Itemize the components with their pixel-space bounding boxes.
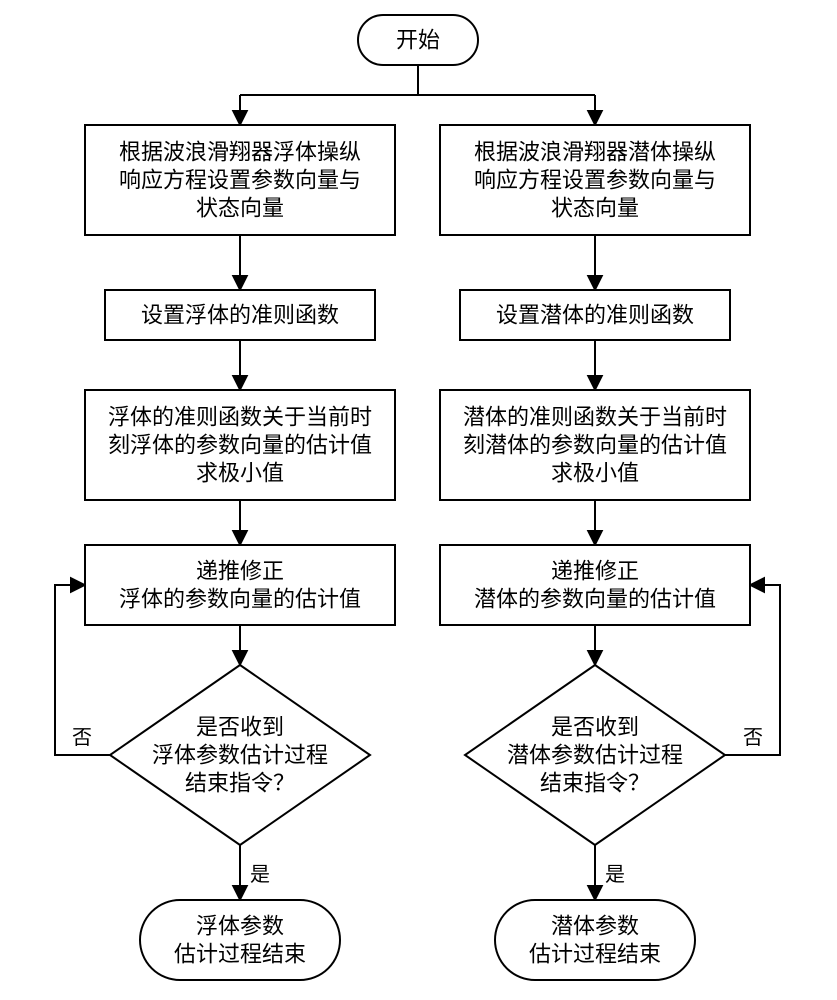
node-text: 浮体参数估计过程 xyxy=(152,743,328,768)
node-text: 估计过程结束 xyxy=(529,942,661,967)
nodes: 开始根据波浪滑翔器浮体操纵响应方程设置参数向量与状态向量设置浮体的准则函数浮体的… xyxy=(85,15,750,980)
node-l_step3: 浮体的准则函数关于当前时刻浮体的参数向量的估计值求极小值 xyxy=(85,390,395,500)
node-text: 潜体的参数向量的估计值 xyxy=(474,587,716,612)
node-text: 状态向量 xyxy=(551,196,639,221)
terminator-shape xyxy=(140,900,340,980)
node-text: 求极小值 xyxy=(196,461,284,486)
node-r_dec: 是否收到潜体参数估计过程结束指令？ xyxy=(465,665,725,845)
node-r_step2: 设置潜体的准则函数 xyxy=(460,290,730,340)
node-r_step1: 根据波浪滑翔器潜体操纵响应方程设置参数向量与状态向量 xyxy=(440,125,750,235)
node-r_step3: 潜体的准则函数关于当前时刻潜体的参数向量的估计值求极小值 xyxy=(440,390,750,500)
node-text: 递推修正 xyxy=(551,559,639,584)
node-text: 浮体的参数向量的估计值 xyxy=(119,587,361,612)
node-text: 响应方程设置参数向量与 xyxy=(119,168,361,193)
node-r_end: 潜体参数估计过程结束 xyxy=(495,900,695,980)
node-text: 潜体参数估计过程 xyxy=(507,743,683,768)
flowchart: 是否是否开始根据波浪滑翔器浮体操纵响应方程设置参数向量与状态向量设置浮体的准则函… xyxy=(0,0,837,1000)
node-text: 结束指令？ xyxy=(540,771,650,796)
node-l_end: 浮体参数估计过程结束 xyxy=(140,900,340,980)
node-text: 浮体参数 xyxy=(196,914,284,939)
edge-label: 否 xyxy=(72,727,92,749)
node-text: 浮体的准则函数关于当前时 xyxy=(108,405,372,430)
edge-label: 是 xyxy=(605,864,625,886)
node-r_step4: 递推修正潜体的参数向量的估计值 xyxy=(440,545,750,625)
node-text: 响应方程设置参数向量与 xyxy=(474,168,716,193)
node-text: 设置浮体的准则函数 xyxy=(141,303,339,328)
node-l_step2: 设置浮体的准则函数 xyxy=(105,290,375,340)
node-text: 状态向量 xyxy=(196,196,284,221)
node-text: 是否收到 xyxy=(551,715,639,740)
node-text: 刻潜体的参数向量的估计值 xyxy=(463,433,727,458)
node-l_step4: 递推修正浮体的参数向量的估计值 xyxy=(85,545,395,625)
node-text: 潜体参数 xyxy=(551,914,639,939)
node-l_dec: 是否收到浮体参数估计过程结束指令？ xyxy=(110,665,370,845)
node-text: 设置潜体的准则函数 xyxy=(496,303,694,328)
node-text: 根据波浪滑翔器浮体操纵 xyxy=(119,140,361,165)
node-start: 开始 xyxy=(358,15,478,65)
node-text: 潜体的准则函数关于当前时 xyxy=(463,405,727,430)
node-text: 递推修正 xyxy=(196,559,284,584)
node-text: 求极小值 xyxy=(551,461,639,486)
edge-label: 否 xyxy=(743,727,763,749)
node-l_step1: 根据波浪滑翔器浮体操纵响应方程设置参数向量与状态向量 xyxy=(85,125,395,235)
terminator-shape xyxy=(495,900,695,980)
node-text: 估计过程结束 xyxy=(174,942,306,967)
node-text: 根据波浪滑翔器潜体操纵 xyxy=(474,140,716,165)
node-text: 结束指令？ xyxy=(185,771,295,796)
node-text: 刻浮体的参数向量的估计值 xyxy=(108,433,372,458)
node-text: 开始 xyxy=(396,28,440,53)
process-shape xyxy=(440,545,750,625)
node-text: 是否收到 xyxy=(196,715,284,740)
process-shape xyxy=(85,545,395,625)
edge-label: 是 xyxy=(250,864,270,886)
